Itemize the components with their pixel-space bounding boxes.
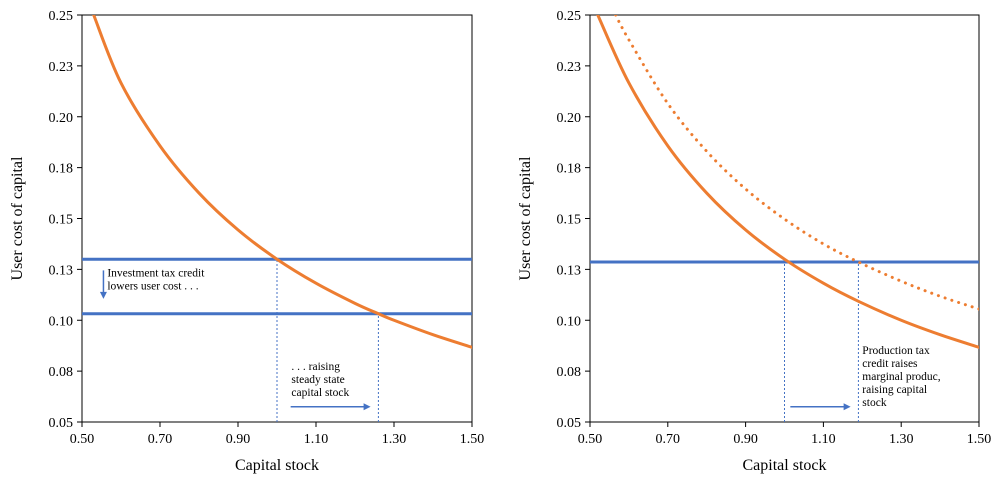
chart-1-y-tick-label: 0.20 [49, 111, 74, 126]
chart-1-x-tick-label: 1.10 [304, 432, 329, 447]
chart-1-y-tick-label: 0.05 [49, 416, 74, 431]
chart-2-x-axis-title: Capital stock [743, 457, 827, 474]
chart-1: 0.05 0.08 0.10 0.13 0.15 0.18 0.20 0.23 0.25 0.50… [9, 9, 484, 474]
chart-1-y-axis-title: User cost of capital [9, 156, 26, 281]
chart-1-y-tick-label: 0.25 [49, 9, 74, 24]
chart-2-y-tick-label: 0.25 [557, 9, 582, 24]
chart-1-y-tick-label: 0.15 [49, 213, 74, 228]
chart-2-y-tick-label: 0.08 [557, 365, 582, 380]
chart-1-x-tick-label: 1.30 [382, 432, 407, 447]
chart-1-y-tick-label: 0.23 [49, 60, 74, 75]
chart-1-annotation-1: Investment tax credit lowers user cost . … [107, 267, 205, 292]
chart-2-arrow-right-head [843, 403, 851, 411]
chart-2-y-tick-label: 0.23 [557, 60, 582, 75]
chart-1-data-layer [82, 15, 472, 422]
chart-1-annotation-line: . . . raising [291, 361, 340, 373]
chart-2-annotation-line: marginal produc, [862, 371, 940, 383]
chart-1-y-tick-label: 0.08 [49, 365, 74, 380]
chart-2-x-tick-label: 0.50 [578, 432, 603, 447]
chart-1-arrow-right-head [363, 403, 371, 411]
chart-2-x-tick-label: 1.30 [889, 432, 914, 447]
chart-2-y-axis-title: User cost of capital [517, 156, 534, 281]
chart-2-y-tick-label: 0.05 [557, 416, 582, 431]
chart-2-x-tick-label: 0.90 [733, 432, 758, 447]
chart-1-x-tick-label: 0.70 [148, 432, 173, 447]
chart-2-annotation-1: Production tax credit raises marginal prod… [862, 345, 940, 409]
chart-1-x-tick-label: 0.90 [226, 432, 251, 447]
chart-2-annotation-line: raising capital [862, 384, 927, 396]
chart-2-x-tick-label: 1.50 [967, 432, 992, 447]
chart-2-curve-shifted-marginal-product [614, 15, 979, 311]
chart-1-x-tick-label: 0.50 [70, 432, 95, 447]
chart-2-y-tick-label: 0.10 [557, 314, 582, 329]
chart-2-annotation-line: stock [862, 397, 887, 409]
chart-1-annotation-line: steady state [291, 374, 344, 386]
chart-1-annotation-line: capital stock [291, 387, 349, 399]
chart-1-annotation-2: . . . raising steady state capital stock [291, 361, 349, 399]
chart-1-y-tick-label: 0.13 [49, 263, 74, 278]
chart-2-y-tick-label: 0.18 [557, 162, 582, 177]
chart-2-curve-marginal-product [596, 15, 979, 349]
chart-1-arrow-down-head [99, 291, 107, 299]
chart-1-annotation-line: Investment tax credit [107, 267, 205, 279]
chart-2: 0.05 0.08 0.10 0.13 0.15 0.18 0.20 0.23 0.25 0.50… [517, 9, 991, 474]
chart-2-y-tick-label: 0.20 [557, 111, 582, 126]
chart-1-curve-marginal-product [92, 15, 472, 349]
chart-1-y-tick-label: 0.10 [49, 314, 74, 329]
chart-2-annotation-line: credit raises [862, 358, 918, 370]
chart-2-data-layer [590, 15, 979, 422]
chart-1-y-tick-label: 0.18 [49, 162, 74, 177]
chart-1-x-axis-title: Capital stock [235, 457, 319, 474]
chart-2-x-tick-label: 0.70 [656, 432, 681, 447]
chart-1-annotation-line: lowers user cost . . . [107, 280, 198, 292]
chart-2-x-tick-label: 1.10 [811, 432, 836, 447]
chart-2-y-tick-label: 0.13 [557, 263, 582, 278]
chart-2-annotation-line: Production tax [862, 345, 930, 357]
chart-1-x-tick-label: 1.50 [460, 432, 485, 447]
chart-2-y-tick-label: 0.15 [557, 213, 582, 228]
